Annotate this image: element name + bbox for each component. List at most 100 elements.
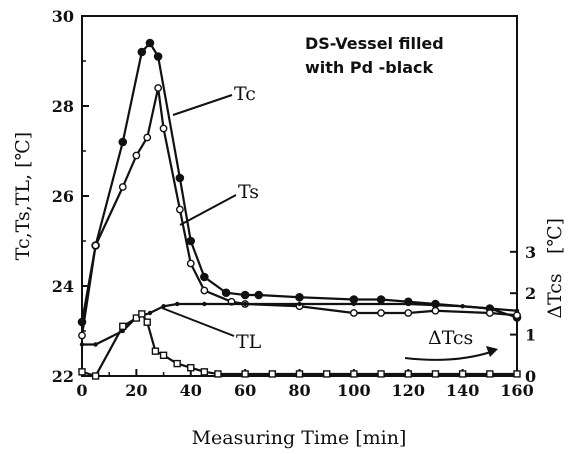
point-tcs-17 bbox=[377, 370, 385, 378]
point-tcs-7 bbox=[159, 351, 168, 359]
point-tcs-9 bbox=[187, 364, 195, 372]
point-ts-2 bbox=[118, 183, 127, 191]
point-tc-12 bbox=[295, 292, 304, 302]
point-tcs-11 bbox=[214, 370, 222, 378]
series-tcs bbox=[78, 310, 521, 380]
point-tc-10 bbox=[240, 290, 250, 300]
point-tl-0 bbox=[79, 342, 85, 347]
point-tcs-8 bbox=[173, 359, 181, 368]
series-tl bbox=[79, 301, 520, 347]
x-tick-label-7: 140 bbox=[446, 381, 479, 400]
point-tl-10 bbox=[351, 301, 357, 307]
x-tick-label-2: 40 bbox=[180, 381, 202, 400]
series-label-ts: Ts bbox=[238, 181, 259, 203]
point-tcs-5 bbox=[143, 318, 151, 326]
point-tcs-15 bbox=[322, 370, 331, 378]
point-tl-14 bbox=[514, 308, 520, 313]
point-tcs-0 bbox=[78, 368, 86, 376]
x-tick-label-0: 0 bbox=[76, 381, 87, 400]
point-tc-3 bbox=[137, 47, 147, 57]
annotation-line-2: with Pd -black bbox=[305, 58, 433, 77]
point-tl-4 bbox=[147, 310, 153, 316]
point-tc-9 bbox=[221, 288, 231, 298]
y-tick-label-left-0: 22 bbox=[52, 367, 74, 386]
point-ts-0 bbox=[78, 331, 86, 340]
y-tick-label-right-2: 2 bbox=[525, 284, 536, 303]
point-tcs-3 bbox=[132, 314, 141, 322]
point-tl-13 bbox=[487, 306, 493, 311]
point-tl-12 bbox=[460, 304, 465, 309]
y-tick-label-right-3: 3 bbox=[525, 243, 536, 262]
point-tcs-13 bbox=[268, 370, 277, 378]
point-tcs-21 bbox=[486, 370, 494, 378]
series-layer bbox=[77, 38, 522, 380]
point-ts-3 bbox=[132, 151, 141, 160]
y-tick-label-right-0: 0 bbox=[525, 367, 536, 386]
point-tcs-10 bbox=[200, 368, 209, 376]
tc-leader-line bbox=[172, 94, 233, 116]
point-ts-17 bbox=[485, 309, 494, 317]
point-tcs-19 bbox=[431, 370, 440, 378]
x-tick-label-1: 20 bbox=[125, 381, 147, 400]
point-tl-7 bbox=[202, 301, 207, 307]
point-ts-1 bbox=[91, 241, 100, 250]
x-tick-label-4: 80 bbox=[288, 381, 310, 400]
point-tc-8 bbox=[200, 272, 209, 282]
point-ts-6 bbox=[159, 124, 168, 133]
x-tick-label-8: 160 bbox=[500, 381, 533, 400]
point-ts-4 bbox=[143, 133, 152, 142]
y-axis-label-left: Tc,Ts,TL, [℃] bbox=[12, 132, 34, 260]
point-tcs-1 bbox=[91, 372, 100, 380]
point-tl-11 bbox=[406, 301, 411, 307]
point-tc-7 bbox=[186, 236, 196, 246]
point-tc-4 bbox=[145, 38, 155, 48]
series-label-dtcs: ΔTcs bbox=[428, 327, 473, 349]
y-tick-label-left-4: 30 bbox=[52, 7, 74, 26]
x-tick-label-3: 60 bbox=[234, 381, 256, 400]
point-tc-2 bbox=[118, 137, 128, 147]
y-axis-label-right-unit: [℃] bbox=[544, 218, 566, 254]
point-tcs-22 bbox=[513, 370, 521, 378]
y-axis-label-right-symbol: ΔTcs bbox=[544, 273, 566, 318]
point-ts-9 bbox=[200, 286, 209, 295]
dtcs-arrow bbox=[404, 350, 495, 361]
point-ts-8 bbox=[186, 259, 195, 268]
y-tick-labels-left: 22 24 26 28 30 bbox=[52, 7, 74, 386]
point-tl-9 bbox=[297, 301, 302, 307]
point-tl-8 bbox=[242, 301, 248, 307]
point-tcs-2 bbox=[119, 322, 127, 331]
point-tl-6 bbox=[174, 301, 180, 307]
y-tick-label-left-2: 26 bbox=[52, 187, 74, 206]
series-tc bbox=[77, 38, 522, 327]
point-ts-18 bbox=[513, 311, 521, 320]
dtcs-arrowhead bbox=[486, 346, 498, 357]
point-tcs-14 bbox=[295, 370, 304, 378]
series-label-tl: TL bbox=[236, 331, 262, 353]
x-axis-label: Measuring Time [min] bbox=[192, 427, 407, 449]
series-label-tc: Tc bbox=[234, 83, 256, 105]
ts-leader-line bbox=[179, 194, 237, 226]
y-tick-label-left-3: 28 bbox=[52, 97, 74, 116]
point-tl-1 bbox=[93, 342, 98, 347]
tl-leader-line bbox=[161, 307, 235, 337]
y-tick-labels-right: 0 1 2 3 bbox=[525, 243, 536, 386]
point-tcs-16 bbox=[350, 370, 358, 378]
x-tick-label-6: 120 bbox=[392, 381, 425, 400]
point-tc-6 bbox=[175, 173, 185, 183]
point-ts-13 bbox=[349, 309, 358, 317]
point-ts-16 bbox=[431, 306, 440, 315]
point-ts-5 bbox=[154, 84, 163, 92]
series-line-tc bbox=[80, 41, 518, 323]
point-tc-5 bbox=[153, 52, 163, 61]
y-tick-label-right-1: 1 bbox=[525, 326, 536, 345]
point-tcs-6 bbox=[151, 347, 160, 355]
point-tc-14 bbox=[376, 295, 386, 304]
point-tcs-18 bbox=[404, 370, 412, 378]
point-ts-15 bbox=[404, 309, 413, 317]
point-ts-14 bbox=[377, 309, 385, 317]
x-tick-label-5: 100 bbox=[337, 381, 370, 400]
y-tick-label-left-1: 24 bbox=[52, 277, 74, 296]
point-ts-7 bbox=[175, 205, 184, 214]
point-tcs-20 bbox=[458, 370, 467, 378]
